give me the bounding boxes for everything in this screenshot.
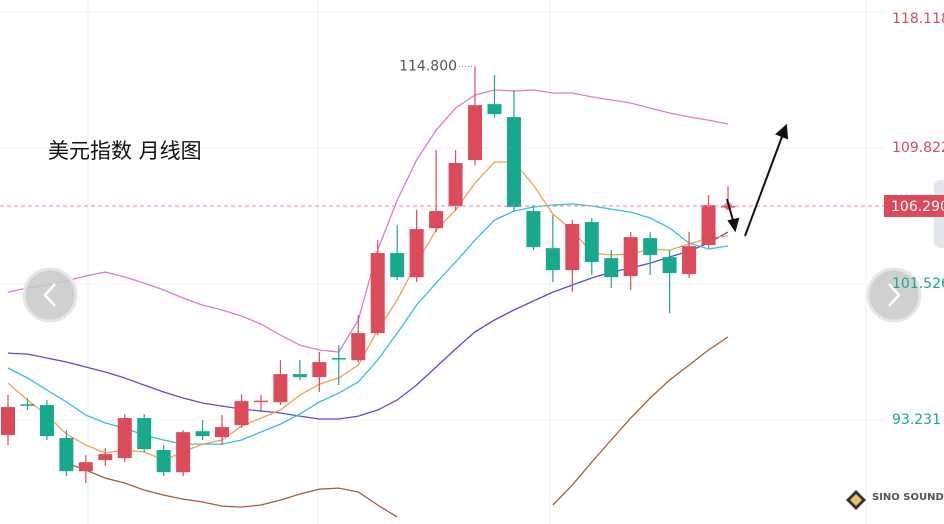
arrow-up bbox=[744, 133, 784, 237]
line bbox=[66, 336, 729, 518]
candle-body bbox=[20, 404, 35, 406]
v-grid bbox=[87, 0, 867, 524]
watermark: SINO SOUND bbox=[846, 490, 944, 510]
nav-prev[interactable] bbox=[22, 267, 78, 323]
candle-body bbox=[137, 418, 152, 450]
candle-body bbox=[623, 237, 638, 277]
candle-body bbox=[409, 229, 424, 278]
candle-body bbox=[584, 222, 599, 263]
candle-body bbox=[487, 104, 502, 115]
candle-body bbox=[176, 432, 191, 473]
y-tick-label: 109.822 bbox=[892, 140, 944, 156]
arrow-head bbox=[727, 217, 740, 233]
y-tick-label: 101.526 bbox=[892, 276, 944, 292]
last-price-label: 106.290 bbox=[891, 199, 944, 215]
candle-body bbox=[506, 117, 521, 208]
candle-body bbox=[39, 405, 54, 437]
last-price-tag bbox=[884, 194, 944, 217]
nav-next-icon bbox=[888, 283, 901, 307]
nav-next-button[interactable] bbox=[866, 267, 922, 323]
candle-body bbox=[117, 418, 132, 459]
chart-title: 美元指数 月线图 bbox=[48, 139, 202, 163]
candle-body bbox=[351, 333, 366, 361]
nav-prev-icon bbox=[43, 283, 56, 307]
candle-body bbox=[1, 407, 15, 436]
candle-body bbox=[292, 374, 307, 378]
candle-body bbox=[331, 358, 346, 360]
line bbox=[7, 89, 729, 353]
y-tick-label: 118.118 bbox=[892, 11, 944, 27]
candle-body bbox=[468, 105, 483, 161]
candle-body bbox=[390, 253, 405, 278]
plot: 114.800 bbox=[0, 11, 884, 518]
high-label: 114.800 bbox=[399, 58, 457, 74]
candle-body bbox=[195, 431, 210, 437]
candle-body bbox=[234, 401, 249, 426]
line bbox=[7, 231, 729, 420]
y-tick-label: 93.231 bbox=[892, 412, 941, 428]
candle-body bbox=[526, 211, 541, 248]
candle-body bbox=[370, 253, 385, 334]
nav-prev-button[interactable] bbox=[22, 267, 78, 323]
watermark-text: SINO SOUND bbox=[872, 492, 944, 503]
candle-body bbox=[429, 211, 444, 229]
line bbox=[7, 161, 729, 461]
candle-body bbox=[59, 438, 74, 472]
candle-body bbox=[253, 400, 268, 403]
arrow-head bbox=[775, 123, 789, 140]
candle-body bbox=[604, 258, 619, 278]
candle-body bbox=[78, 462, 93, 472]
candle-body bbox=[565, 224, 580, 271]
candle-body bbox=[643, 238, 658, 256]
line bbox=[7, 203, 729, 445]
candle-body bbox=[682, 246, 697, 275]
candle-body bbox=[662, 257, 677, 274]
candle-body bbox=[448, 163, 463, 207]
candle-body bbox=[545, 248, 560, 271]
nav-next[interactable] bbox=[866, 267, 922, 323]
candle-body bbox=[273, 374, 288, 403]
candle-body bbox=[156, 450, 171, 473]
watermark-logo-inner bbox=[850, 494, 862, 506]
candle-body bbox=[701, 205, 716, 246]
candle-body bbox=[312, 362, 327, 378]
hand-arrows bbox=[726, 123, 789, 237]
candle-body bbox=[215, 427, 230, 438]
candle-body bbox=[98, 454, 113, 461]
